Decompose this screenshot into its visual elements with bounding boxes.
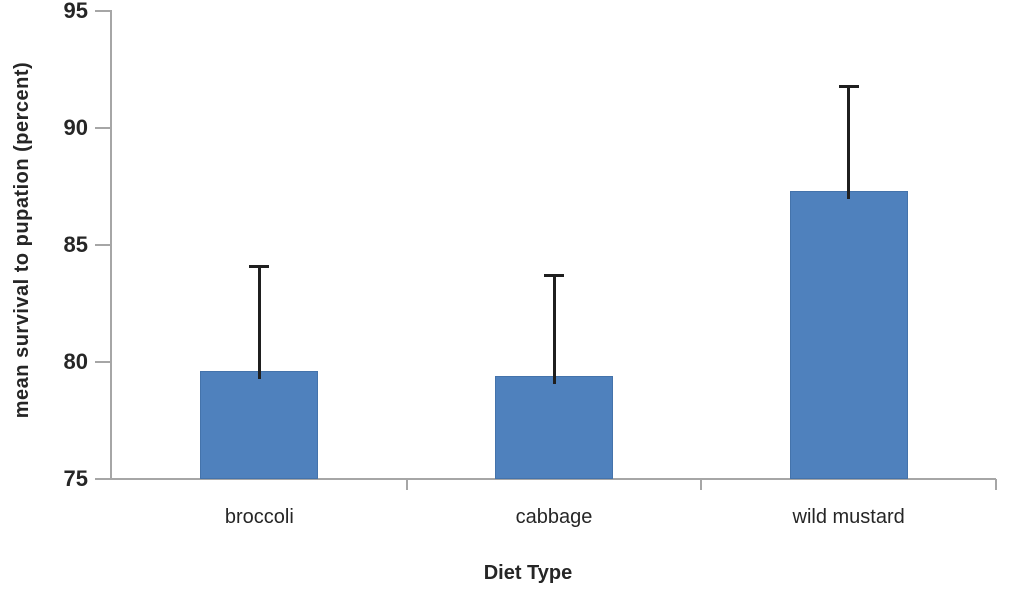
error-bar-cap — [249, 265, 270, 269]
error-bar-line — [257, 266, 261, 380]
y-tick-label: 85 — [63, 232, 88, 257]
y-axis-tick — [95, 361, 110, 363]
y-axis-title: mean survival to pupation (percent) — [11, 61, 33, 419]
y-tick-label: 80 — [63, 349, 88, 374]
error-bar-line — [847, 85, 851, 200]
y-axis-tick — [95, 10, 110, 12]
y-axis-line — [110, 10, 112, 480]
x-axis-tick — [700, 479, 703, 490]
x-category-label: broccoli — [224, 506, 294, 528]
bar-cabbage — [495, 376, 613, 479]
x-category-label: wild mustard — [792, 506, 905, 528]
error-bar-line — [552, 275, 556, 385]
bar-broccoli — [200, 371, 319, 479]
y-axis-tick — [95, 244, 110, 246]
y-axis-tick — [95, 478, 110, 480]
y-axis-tick — [95, 127, 110, 129]
x-axis-tick — [995, 479, 997, 490]
x-axis-title: Diet Type — [483, 562, 573, 584]
error-bar-cap — [838, 84, 859, 88]
y-tick-label: 75 — [63, 466, 88, 491]
x-axis-tick — [405, 479, 408, 490]
x-axis-line — [110, 478, 996, 480]
bar-wild-mustard — [789, 191, 908, 479]
error-bar-cap — [544, 274, 564, 278]
x-category-label: cabbage — [515, 506, 593, 528]
y-tick-label: 95 — [63, 0, 88, 23]
y-tick-label: 90 — [63, 115, 88, 140]
